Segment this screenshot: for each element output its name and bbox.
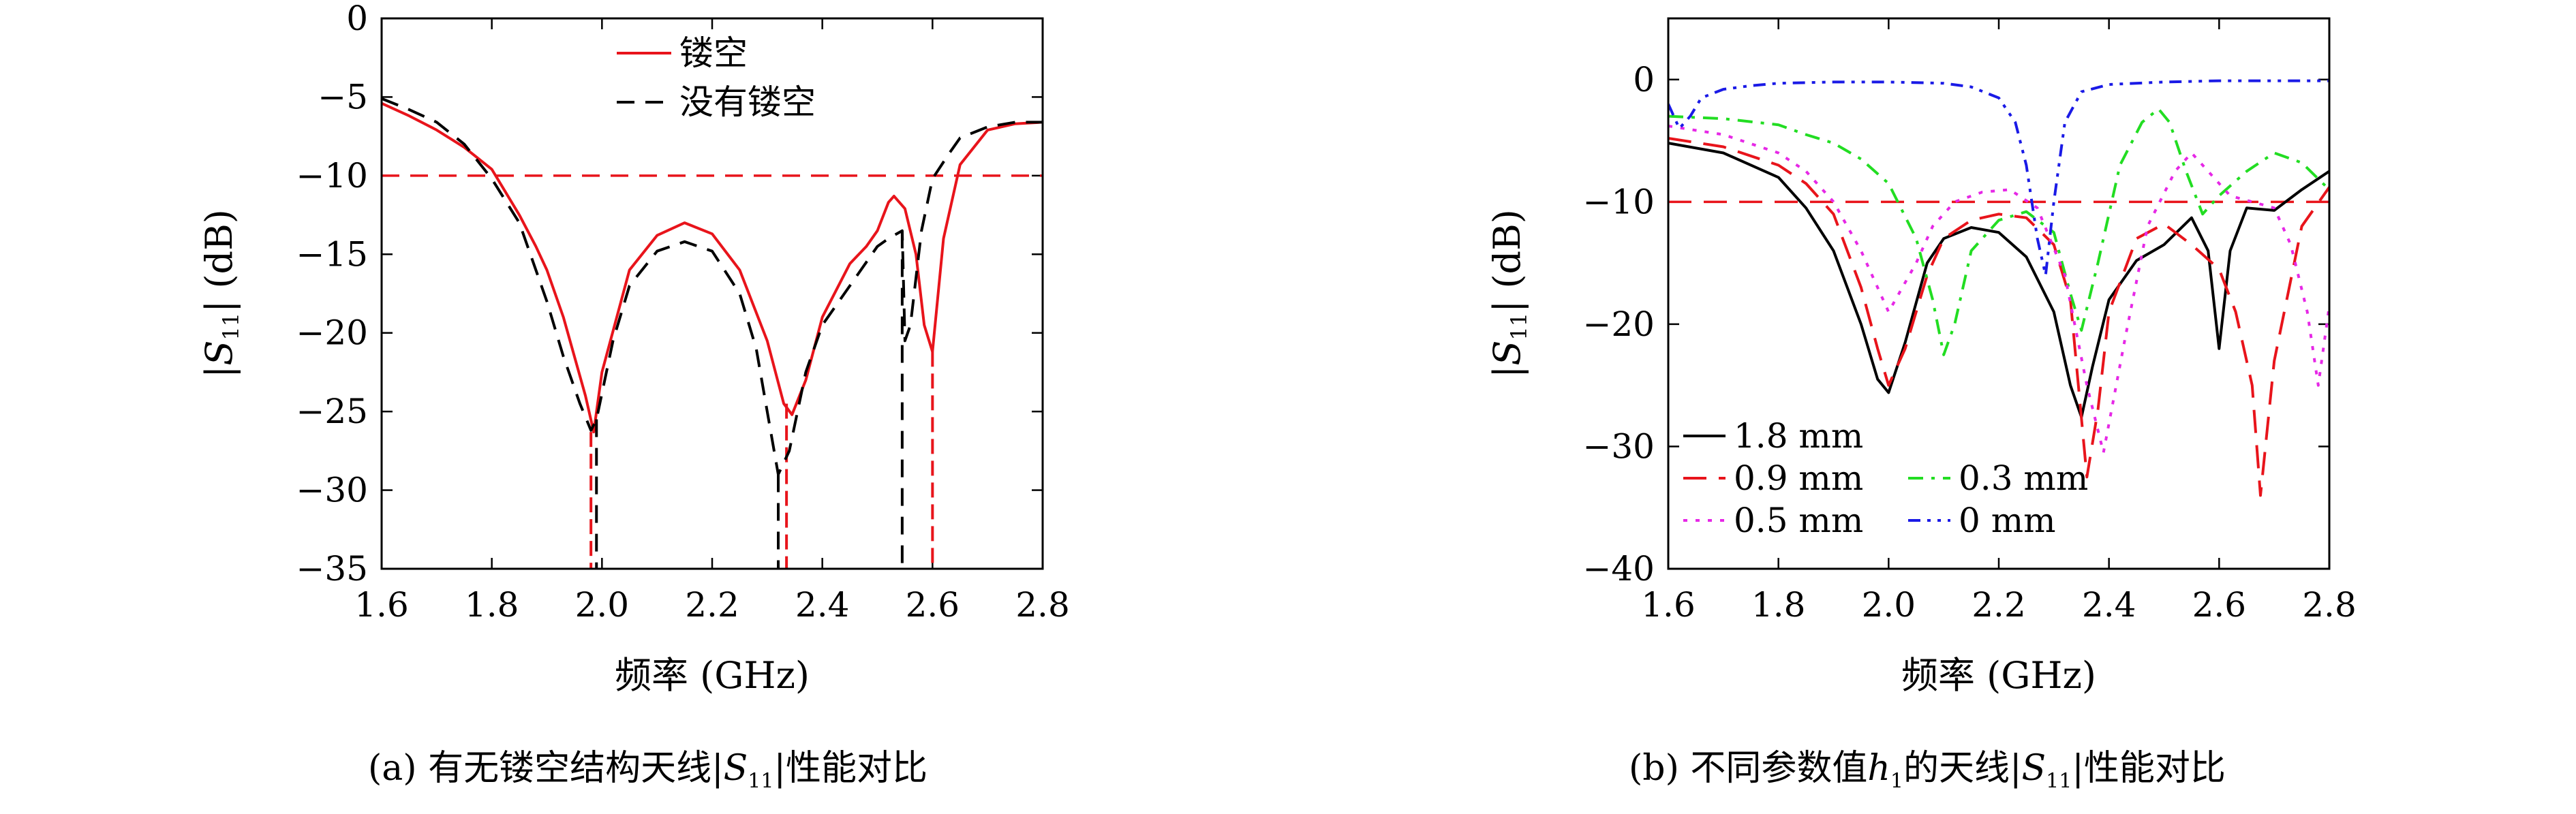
- chart-b: 1.6 1.8 2.0 2.2 2.4 2.6 2.8 0 −10 −20 −30 −40 频率 (GH…: [1486, 17, 2357, 697]
- y-tick-label: 0: [346, 0, 368, 38]
- x-tick-label: 2.8: [2302, 585, 2357, 625]
- x-tick-label: 2.2: [1972, 585, 2026, 625]
- legend-label-1: 没有镂空: [679, 82, 816, 122]
- series-line-3: [1668, 125, 2329, 454]
- x-tick-label: 1.6: [354, 585, 409, 625]
- series-line-1: [382, 97, 1043, 476]
- series-line-1: [1668, 137, 2329, 497]
- caption-b-suffix: |性能对比: [2072, 748, 2226, 789]
- y-tick-label: −25: [296, 392, 368, 431]
- caption-b-symbol: S: [2021, 748, 2046, 789]
- series-line-2: [1668, 107, 2329, 356]
- legend-label-4: 0 mm: [1959, 501, 2056, 540]
- caption-a-symbol: S: [723, 748, 748, 789]
- x-tick-label: 1.8: [1751, 585, 1806, 625]
- caption-a: (a) 有无镂空结构天线|S11|性能对比: [368, 739, 927, 793]
- x-tick-label: 2.6: [2192, 585, 2247, 625]
- legend-label-3: 0.5 mm: [1734, 501, 1863, 540]
- y-tick-label: 0: [1633, 60, 1655, 99]
- x-tick-label: 2.2: [685, 585, 739, 625]
- series-line-4: [1668, 79, 2329, 277]
- y-tick-label: −20: [1582, 304, 1655, 344]
- plot-frame: [380, 17, 1044, 570]
- legend-label-1: 0.9 mm: [1734, 458, 1863, 498]
- caption-b-h-symbol: h: [1867, 748, 1890, 789]
- x-tick-label: 1.6: [1641, 585, 1696, 625]
- x-tick-label: 2.4: [2082, 585, 2136, 625]
- caption-b-subscript: 11: [2046, 769, 2072, 794]
- legend: 1.8 mm0.9 mm 0.3 mm 0.5 mm 0 mm: [1683, 416, 2088, 540]
- legend-label-0: 镂空: [679, 33, 748, 73]
- caption-b-h-subscript: 1: [1890, 769, 1903, 794]
- x-tick-label: 2.6: [906, 585, 960, 625]
- y-tick-label: −10: [296, 156, 368, 195]
- plot-frame: [1667, 17, 2331, 570]
- y-tick-label: −20: [296, 313, 368, 353]
- y-axis-label: |S11| (dB): [198, 209, 244, 378]
- y-tick-label: −10: [1582, 182, 1655, 221]
- caption-b: (b) 不同参数值h1的天线|S11|性能对比: [1629, 739, 2226, 793]
- series-line-0: [1668, 142, 2329, 419]
- series-group: [1668, 79, 2329, 497]
- x-tick-label: 2.0: [575, 585, 630, 625]
- legend-label-0: 1.8 mm: [1734, 416, 1863, 456]
- caption-a-subscript: 11: [748, 769, 774, 794]
- y-tick-label: −40: [1582, 549, 1655, 589]
- caption-a-suffix: |性能对比: [773, 748, 927, 789]
- caption-a-prefix: (a) 有无镂空结构天线|: [368, 748, 724, 789]
- y-tick-label: −35: [296, 549, 368, 589]
- legend-label-2: 0.3 mm: [1959, 458, 2088, 498]
- caption-b-middle: 的天线|: [1903, 748, 2022, 789]
- x-tick-label: 2.0: [1862, 585, 1916, 625]
- caption-b-prefix: (b) 不同参数值: [1629, 748, 1868, 789]
- y-tick-label: −15: [296, 234, 368, 274]
- chart-a: 1.6 1.8 2.0 2.2 2.4 2.6 2.8 0 −5 −10 −15 −20 −25 −30 −…: [198, 0, 1070, 697]
- x-axis-label: 频率 (GHz): [615, 654, 810, 697]
- series-line-0: [382, 101, 1043, 434]
- series-group: [382, 97, 1043, 569]
- x-tick-label: 2.4: [795, 585, 850, 625]
- y-tick-label: −5: [318, 77, 368, 116]
- x-tick-label: 2.8: [1015, 585, 1070, 625]
- y-tick-label: −30: [1582, 426, 1655, 466]
- x-tick-label: 1.8: [465, 585, 519, 625]
- x-axis-label: 频率 (GHz): [1901, 654, 2096, 697]
- y-axis-label: |S11| (dB): [1486, 209, 1532, 378]
- y-tick-label: −30: [296, 471, 368, 510]
